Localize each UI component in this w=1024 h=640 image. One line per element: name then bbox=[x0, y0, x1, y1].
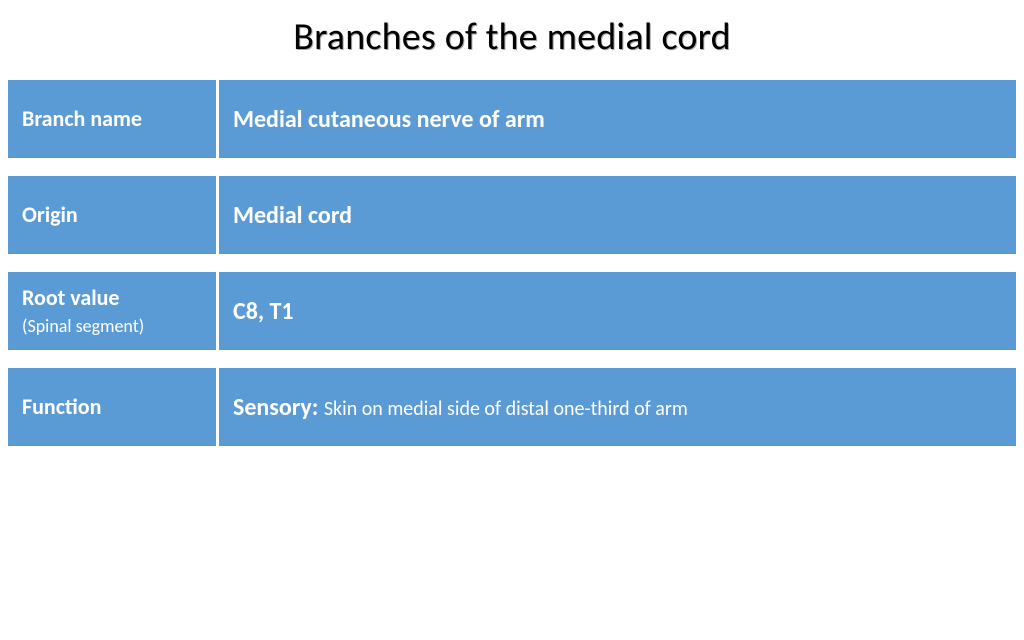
row-value: Medial cord bbox=[219, 176, 1016, 254]
info-table: Branch name Medial cutaneous nerve of ar… bbox=[0, 80, 1024, 446]
row-value: Sensory: Skin on medial side of distal o… bbox=[219, 368, 1016, 446]
row-value-main: Medial cord bbox=[233, 201, 352, 230]
row-label: Root value (Spinal segment) bbox=[8, 272, 216, 350]
row-label-main: Root value bbox=[22, 284, 120, 311]
row-label: Function bbox=[8, 368, 216, 446]
row-value: C8, T1 bbox=[219, 272, 1016, 350]
row-label-main: Function bbox=[22, 393, 101, 420]
row-value-main: Medial cutaneous nerve of arm bbox=[233, 105, 545, 134]
row-label-sub: (Spinal segment) bbox=[22, 315, 144, 337]
page-title: Branches of the medial cord bbox=[0, 0, 1024, 80]
table-row: Origin Medial cord bbox=[8, 176, 1016, 254]
row-value-main: C8, T1 bbox=[233, 297, 294, 326]
table-row: Root value (Spinal segment) C8, T1 bbox=[8, 272, 1016, 350]
row-value: Medial cutaneous nerve of arm bbox=[219, 80, 1016, 158]
row-label: Origin bbox=[8, 176, 216, 254]
row-label-main: Origin bbox=[22, 201, 78, 228]
row-label-main: Branch name bbox=[22, 105, 142, 132]
row-label: Branch name bbox=[8, 80, 216, 158]
row-value-sub: Skin on medial side of distal one-third … bbox=[324, 397, 688, 421]
table-row: Branch name Medial cutaneous nerve of ar… bbox=[8, 80, 1016, 158]
table-row: Function Sensory: Skin on medial side of… bbox=[8, 368, 1016, 446]
row-value-main: Sensory: bbox=[233, 393, 324, 422]
